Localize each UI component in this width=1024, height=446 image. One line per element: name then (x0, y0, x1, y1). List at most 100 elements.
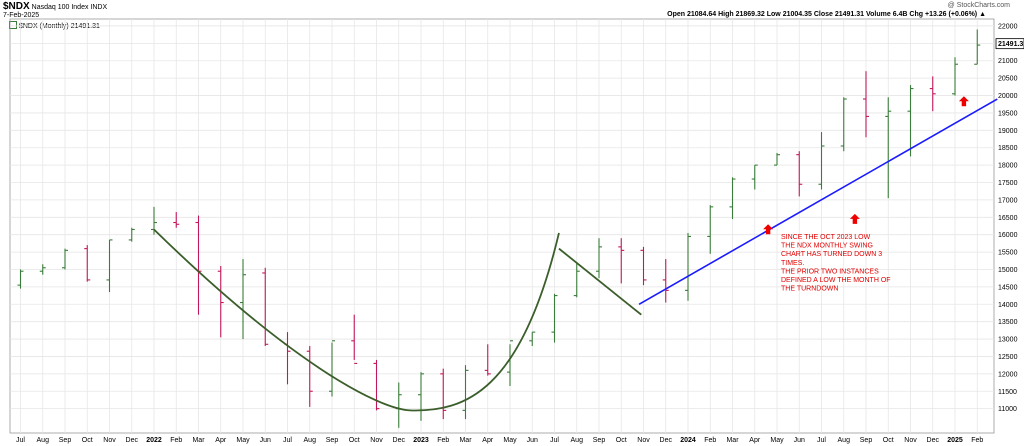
ohlc-bar (907, 85, 914, 157)
ohlc-bar (618, 238, 625, 284)
x-tick-label: Sep (326, 437, 339, 444)
ohlc-bar (106, 239, 113, 293)
x-tick-label: Feb (971, 437, 983, 444)
legend-swatch-icon (9, 21, 17, 29)
y-tick-label: 12000 (998, 371, 1018, 378)
y-tick-label: 22000 (998, 23, 1018, 30)
ohlc-bar (440, 368, 447, 420)
ohlc-bar (596, 238, 602, 279)
x-tick-label: Jun (794, 437, 805, 444)
index-name: Nasdaq 100 Index (31, 4, 89, 11)
x-tick-label: Feb (704, 437, 716, 444)
ohlc-bar (551, 293, 558, 343)
ohlc-summary: Open 21084.64 High 21869.32 Low 21004.35… (667, 11, 986, 18)
ohlc-bar (195, 215, 202, 315)
y-tick-label: 14000 (998, 302, 1018, 309)
ohlc-bar (262, 267, 269, 347)
x-tick-label: Aug (304, 437, 317, 444)
x-tick-label: Oct (883, 437, 894, 444)
symbol-text: $NDX (3, 1, 30, 12)
up-arrow-icon (763, 224, 774, 235)
ohlc-bar (418, 372, 424, 421)
x-axis: Jul Aug Sep Oct Nov Dec 2022 Feb Mar Apr May Jun Jul… (16, 437, 983, 444)
price-legend: $NDX (Monthly) 21491.31 (9, 21, 100, 30)
y-tick-label: 13000 (998, 337, 1018, 344)
watermark: @ StockCharts.com (947, 2, 1010, 9)
up-arrow-icon (849, 213, 860, 224)
y-tick-label: 12500 (998, 354, 1018, 361)
ohlc-text: Open 21084.64 High 21869.32 Low 21004.35… (667, 11, 986, 18)
x-tick-label: Feb (437, 437, 449, 444)
ohlc-bar (729, 177, 736, 220)
ohlc-bar (840, 97, 847, 152)
x-tick-label: 2023 (413, 437, 429, 444)
trendline (638, 98, 998, 305)
x-tick-label: Sep (59, 437, 72, 444)
last-price-label: 21491.31 (998, 41, 1024, 48)
ohlc-bar (796, 151, 803, 197)
y-tick-label: 18500 (998, 145, 1018, 152)
ohlc-bar (507, 340, 513, 387)
ohlc-bar (351, 314, 358, 364)
grid (9, 18, 995, 434)
annotation-line: THE NDX MONTHLY SWING (781, 243, 873, 250)
annotation-line: THE PRIOR TWO INSTANCES (781, 268, 879, 275)
x-tick-label: 2024 (680, 437, 696, 444)
chart-date: 7-Feb-2025 (3, 12, 40, 19)
last-price-box (995, 38, 1024, 50)
annotation-line: CHART HAS TURNED DOWN 3 (781, 251, 882, 258)
x-tick-label: Jun (260, 437, 271, 444)
x-tick-label: Mar (726, 437, 739, 444)
x-tick-label: Oct (82, 437, 93, 444)
ohlc-bar (128, 227, 135, 242)
y-tick-label: 16000 (998, 232, 1018, 239)
y-tick-label: 20500 (998, 76, 1018, 83)
ohlc-bar (395, 382, 402, 428)
y-tick-label: 19000 (998, 128, 1018, 135)
annotation-line: THE TURNDOWN (781, 286, 838, 293)
ohlc-bar (84, 245, 91, 282)
y-tick-label: 14500 (998, 284, 1018, 291)
ohlc-bar (640, 246, 647, 286)
ohlc-bar (885, 97, 892, 199)
downswing-line (558, 247, 642, 316)
y-tick-label: 18000 (998, 163, 1018, 170)
y-tick-label: 16500 (998, 215, 1018, 222)
x-tick-label: Aug (838, 437, 851, 444)
ohlc-bar (17, 269, 24, 289)
ohlc-bar (662, 259, 669, 303)
chart-title: $NDX Nasdaq 100 Index INDX (3, 1, 107, 12)
x-tick-label: Nov (370, 437, 383, 444)
annotation-line: TIMES. (781, 260, 804, 267)
plot-frame (9, 18, 995, 434)
x-tick-label: Dec (393, 437, 406, 444)
ohlc-bar (952, 57, 958, 96)
ohlc-bar (329, 340, 335, 397)
ohlc-bar (306, 346, 313, 407)
ohlc-bar (774, 152, 780, 166)
x-tick-label: May (503, 437, 517, 444)
x-tick-label: Jul (817, 437, 826, 444)
y-tick-label: 20000 (998, 93, 1018, 100)
up-arrow-icon (958, 96, 969, 107)
x-tick-label: Jul (283, 437, 292, 444)
overlays (153, 96, 998, 412)
legend-text: $NDX (Monthly) 21491.31 (18, 23, 100, 30)
x-tick-label: May (770, 437, 784, 444)
ohlc-bar (707, 205, 714, 254)
annotation-line: DEFINED A LOW THE MONTH OF (781, 277, 891, 284)
x-tick-label: Sep (593, 437, 606, 444)
ohlc-bar (240, 259, 246, 340)
y-tick-label: 13500 (998, 319, 1018, 326)
x-tick-label: Mar (459, 437, 472, 444)
x-tick-label: Dec (927, 437, 940, 444)
ohlc-bar (863, 71, 869, 138)
x-tick-label: 2022 (146, 437, 162, 444)
price-bars (17, 29, 981, 428)
x-tick-label: Nov (637, 437, 650, 444)
y-tick-label: 15500 (998, 250, 1018, 257)
x-tick-label: Sep (860, 437, 873, 444)
x-tick-label: 2025 (947, 437, 963, 444)
ohlc-bar (484, 344, 491, 376)
